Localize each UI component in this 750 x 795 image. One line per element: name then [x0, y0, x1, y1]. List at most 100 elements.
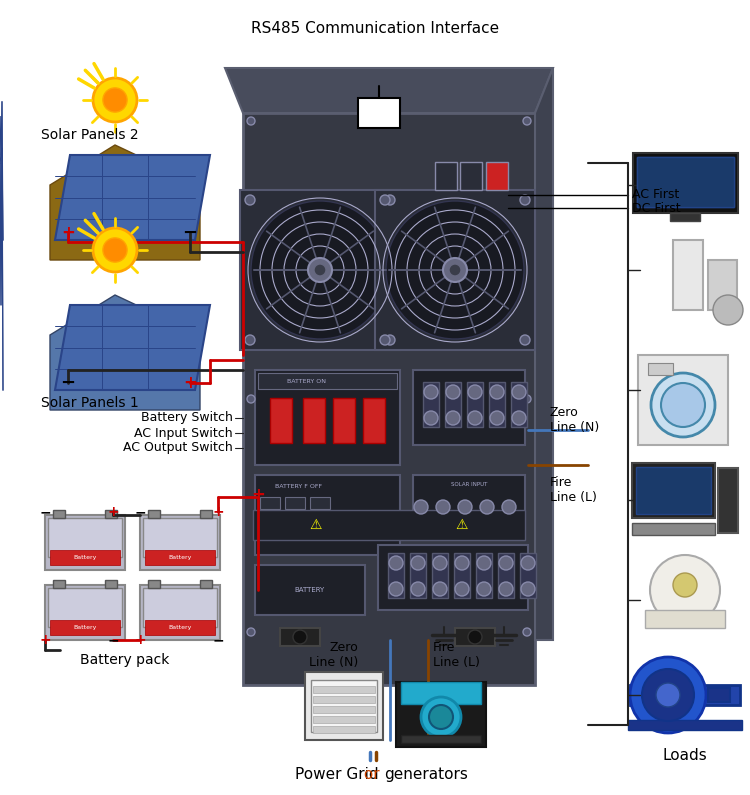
Text: +: +: [212, 505, 223, 519]
Bar: [145, 620, 215, 635]
Polygon shape: [50, 145, 200, 260]
Text: +: +: [251, 486, 265, 504]
Bar: [637, 157, 734, 207]
Circle shape: [385, 195, 395, 205]
Circle shape: [380, 335, 390, 345]
Circle shape: [433, 582, 447, 596]
Bar: [105, 580, 117, 588]
Bar: [498, 553, 514, 598]
Bar: [200, 510, 212, 518]
Circle shape: [477, 582, 491, 596]
Text: Battery: Battery: [168, 556, 192, 560]
Text: Battery: Battery: [168, 626, 192, 630]
Bar: [255, 565, 365, 615]
Polygon shape: [225, 68, 553, 113]
Text: −: −: [107, 633, 118, 647]
Circle shape: [93, 228, 137, 272]
Circle shape: [247, 628, 255, 636]
Text: DC First: DC First: [632, 201, 680, 215]
Bar: [413, 370, 525, 445]
Bar: [648, 363, 673, 375]
Circle shape: [449, 264, 461, 276]
Circle shape: [499, 582, 513, 596]
Circle shape: [490, 385, 504, 399]
Text: Solar Panels 1: Solar Panels 1: [41, 396, 139, 410]
Bar: [520, 553, 536, 598]
Bar: [632, 463, 715, 518]
Text: −: −: [212, 633, 223, 647]
Text: AC Input Switch: AC Input Switch: [134, 426, 233, 440]
Text: +: +: [183, 374, 197, 392]
Bar: [45, 515, 125, 570]
Bar: [148, 580, 160, 588]
Polygon shape: [55, 155, 210, 240]
Circle shape: [480, 500, 494, 514]
Circle shape: [251, 201, 389, 339]
Bar: [708, 260, 737, 310]
Circle shape: [458, 500, 472, 514]
Bar: [255, 475, 400, 555]
Bar: [145, 550, 215, 565]
Circle shape: [411, 556, 425, 570]
Circle shape: [247, 395, 255, 403]
Bar: [285, 497, 305, 509]
Bar: [305, 672, 383, 740]
Circle shape: [651, 373, 715, 437]
Bar: [435, 162, 457, 190]
Bar: [140, 515, 220, 570]
Circle shape: [414, 500, 428, 514]
Circle shape: [468, 411, 482, 425]
Circle shape: [386, 201, 524, 339]
Bar: [670, 213, 700, 221]
Bar: [467, 382, 483, 427]
Bar: [432, 553, 448, 598]
Bar: [410, 553, 426, 598]
Bar: [243, 113, 535, 685]
Bar: [358, 98, 400, 128]
Polygon shape: [50, 295, 200, 410]
Circle shape: [443, 258, 467, 282]
Circle shape: [512, 411, 526, 425]
Text: or: or: [359, 767, 385, 782]
Circle shape: [523, 628, 531, 636]
Bar: [313, 706, 375, 713]
Bar: [258, 373, 397, 389]
Circle shape: [433, 556, 447, 570]
Circle shape: [446, 385, 460, 399]
Text: +: +: [107, 505, 118, 519]
Bar: [632, 523, 715, 535]
Text: +: +: [134, 633, 146, 647]
Bar: [200, 580, 212, 588]
Circle shape: [446, 411, 460, 425]
Bar: [708, 688, 730, 702]
Circle shape: [468, 385, 482, 399]
Bar: [460, 162, 482, 190]
Circle shape: [380, 195, 390, 205]
Circle shape: [389, 556, 403, 570]
Circle shape: [499, 556, 513, 570]
Text: SOLAR INPUT: SOLAR INPUT: [451, 483, 488, 487]
Text: Zero
Line (N): Zero Line (N): [550, 406, 599, 434]
Bar: [311, 680, 377, 732]
Circle shape: [642, 669, 694, 721]
Circle shape: [247, 117, 255, 125]
Bar: [50, 550, 120, 565]
Bar: [270, 398, 292, 443]
Bar: [280, 628, 320, 646]
Bar: [413, 475, 525, 530]
Circle shape: [521, 556, 535, 570]
Circle shape: [411, 582, 425, 596]
Text: BATTERY ON: BATTERY ON: [287, 378, 326, 383]
Bar: [50, 620, 120, 635]
Bar: [363, 398, 385, 443]
Circle shape: [103, 238, 127, 262]
Text: Power Grid: Power Grid: [295, 767, 379, 782]
Text: +: +: [61, 224, 75, 242]
Bar: [489, 382, 505, 427]
Circle shape: [656, 683, 680, 707]
Text: Battery: Battery: [74, 556, 97, 560]
Circle shape: [512, 385, 526, 399]
Text: Zero
Line (N): Zero Line (N): [309, 641, 358, 669]
Bar: [45, 585, 125, 640]
Text: Fire
Line (L): Fire Line (L): [550, 476, 597, 504]
